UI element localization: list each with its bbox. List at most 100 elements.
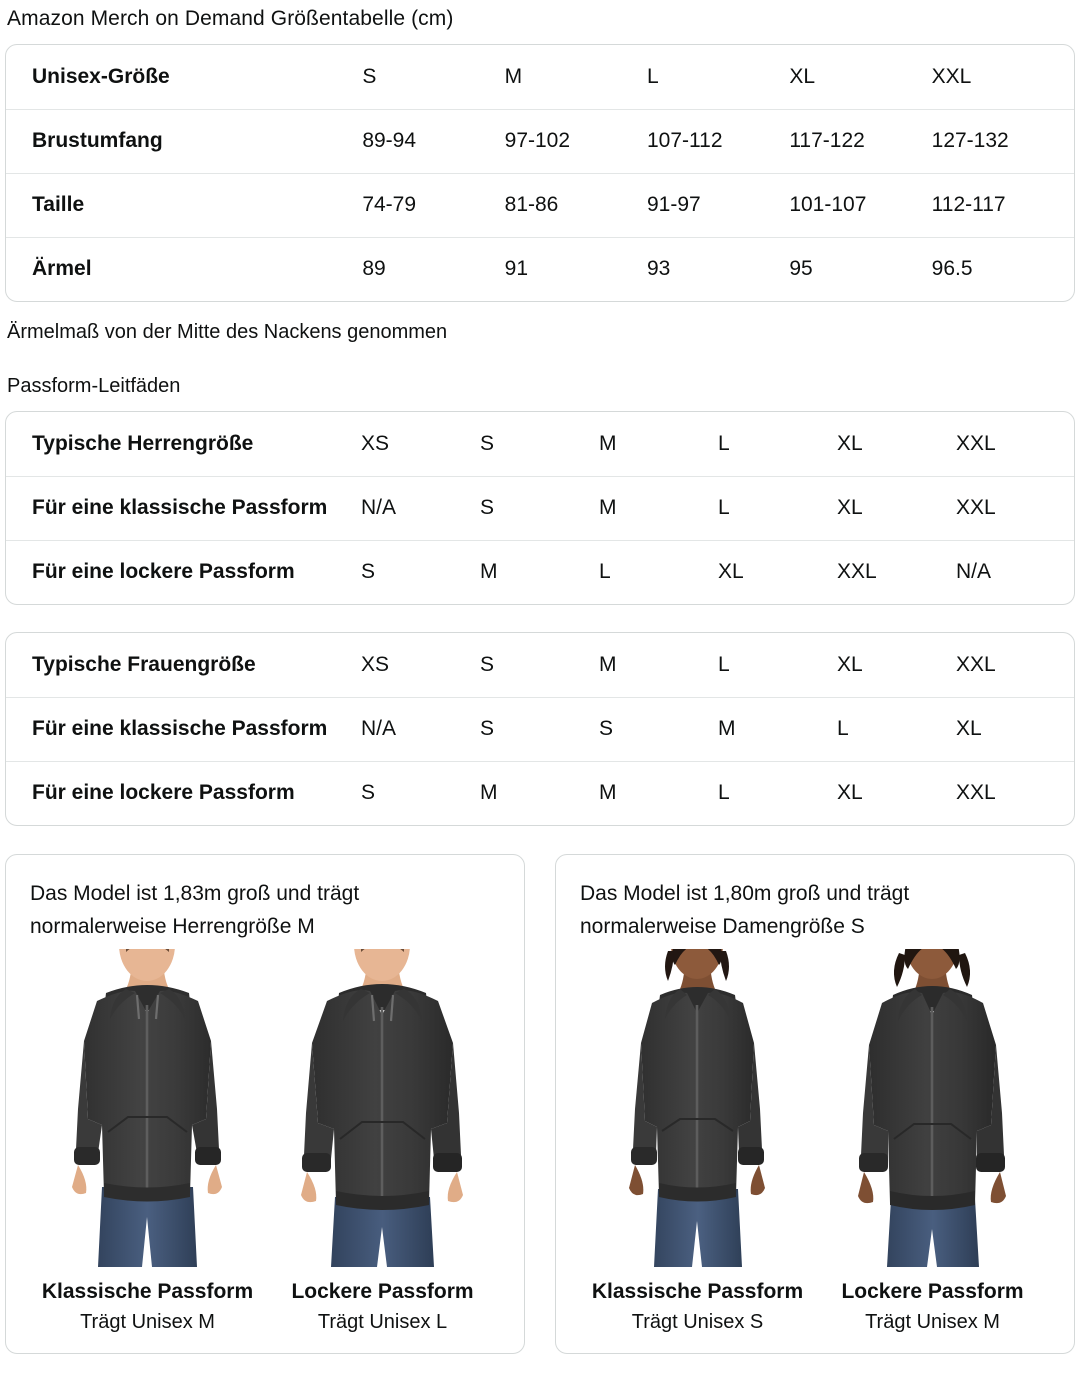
size-header-m: M [504,64,523,88]
table-row-header: Typische Herrengröße XS S M L XL XXL [6,412,1074,476]
mens-relaxed-col-6: N/A [956,539,1074,604]
female-relaxed-caption-sub: Trägt Unisex M [865,1311,1000,1333]
womens-relaxed-col-2: M [480,760,599,825]
measurement-table-body: Unisex-Größe S M L XL XXL Brustumfang 89… [6,45,1074,301]
mens-fit-guide-table: Typische Herrengröße XS S M L XL XXL Für… [6,412,1074,604]
cell-waist-xxl: 112-117 [931,172,1074,237]
womens-relaxed-col-5: XL [837,760,956,825]
female-figure-captions: Klassische Passform Trägt Unisex S Locke… [580,1277,1050,1337]
model-cards-row: Das Model ist 1,83m groß und trägt norma… [5,854,1075,1354]
table-row: Für eine klassische Passform N/A S M L X… [6,475,1074,540]
table-row: Für eine lockere Passform S M L XL XXL N… [6,539,1074,604]
female-model-figures [580,949,1050,1267]
cell-sleeve-l: 93 [646,236,790,301]
table-row: Für eine lockere Passform S M M L XL XXL [6,760,1074,825]
sleeve-measurement-note: Ärmelmaß von der Mitte des Nackens genom… [7,321,448,343]
mens-size-header-xs: XS [361,431,390,455]
mens-size-header-m: M [599,431,617,455]
male-model-description: Das Model ist 1,83m groß und trägt norma… [30,882,360,938]
womens-classic-col-3: S [599,696,718,761]
size-header-s: S [362,64,377,88]
mens-relaxed-col-5: XXL [837,539,956,604]
female-model-card: Das Model ist 1,80m groß und trägt norma… [555,854,1075,1354]
male-model-card: Das Model ist 1,83m groß und trägt norma… [5,854,525,1354]
cell-waist-xl: 101-107 [789,172,932,237]
row-label-womens-relaxed-fit: Für eine lockere Passform [6,760,361,825]
female-classic-caption: Klassische Passform Trägt Unisex S [580,1277,815,1337]
mens-size-header-l: L [718,431,730,455]
cell-sleeve-m: 91 [504,236,647,301]
womens-relaxed-col-6: XXL [956,760,1074,825]
female-relaxed-caption-title: Lockere Passform [841,1280,1024,1303]
row-label-typical-womens-size: Typische Frauengröße [32,652,256,676]
womens-classic-col-4: M [718,696,837,761]
cell-waist-l: 91-97 [646,172,790,237]
size-header-l: L [646,64,659,88]
womens-fit-guide-table: Typische Frauengröße XS S M L XL XXL Für… [6,633,1074,825]
male-classic-fit-photo [40,949,255,1267]
table-row: Brustumfang 89-94 97-102 107-112 117-122… [6,108,1074,173]
column-header-label: Unisex-Größe [32,64,170,88]
cell-chest-xl: 117-122 [789,108,932,173]
male-figure-captions: Klassische Passform Trägt Unisex M Locke… [30,1277,500,1337]
mens-classic-col-3: M [599,475,718,540]
table-row: Taille 74-79 81-86 91-97 101-107 112-117 [6,172,1074,237]
male-relaxed-caption: Lockere Passform Trägt Unisex L [265,1277,500,1337]
cell-sleeve-xxl: 96.5 [931,236,1074,301]
cell-waist-s: 74-79 [362,172,505,237]
womens-fit-guide-card: Typische Frauengröße XS S M L XL XXL Für… [5,632,1075,826]
womens-classic-col-1: N/A [361,696,480,761]
mens-classic-col-6: XXL [956,475,1074,540]
womens-classic-col-5: L [837,696,956,761]
row-label-sleeve: Ärmel [6,236,363,301]
mens-fit-table-body: Typische Herrengröße XS S M L XL XXL Für… [6,412,1074,604]
female-classic-caption-title: Klassische Passform [591,1280,804,1303]
womens-size-header-l: L [718,652,730,676]
mens-relaxed-col-1: S [361,539,480,604]
womens-relaxed-col-4: L [718,760,837,825]
womens-size-header-xs: XS [361,652,390,676]
male-relaxed-caption-title: Lockere Passform [291,1280,474,1303]
size-header-xxl: XXL [931,64,972,88]
row-label-mens-classic-fit: Für eine klassische Passform [6,475,361,540]
male-relaxed-fit-photo [275,949,490,1267]
size-header-xl: XL [789,64,815,88]
womens-size-header-xxl: XXL [956,652,996,676]
male-classic-caption-title: Klassische Passform [41,1280,254,1303]
female-model-description: Das Model ist 1,80m groß und trägt norma… [580,882,910,938]
unisex-measurement-table: Unisex-Größe S M L XL XXL Brustumfang 89… [6,45,1074,301]
male-classic-caption: Klassische Passform Trägt Unisex M [30,1277,265,1337]
male-relaxed-caption-sub: Trägt Unisex L [317,1311,448,1333]
womens-relaxed-col-1: S [361,760,480,825]
row-label-womens-classic-fit: Für eine klassische Passform [6,696,361,761]
row-label-chest: Brustumfang [6,108,363,173]
mens-classic-col-5: XL [837,475,956,540]
womens-size-header-m: M [599,652,617,676]
mens-fit-guide-card: Typische Herrengröße XS S M L XL XXL Für… [5,411,1075,605]
table-row: Ärmel 89 91 93 95 96.5 [6,236,1074,301]
female-relaxed-caption: Lockere Passform Trägt Unisex M [815,1277,1050,1337]
womens-relaxed-col-3: M [599,760,718,825]
cell-waist-m: 81-86 [504,172,647,237]
row-label-waist: Taille [6,172,363,237]
mens-size-header-xl: XL [837,431,863,455]
table-row-header: Unisex-Größe S M L XL XXL [6,45,1074,109]
mens-relaxed-col-4: XL [718,539,837,604]
male-classic-caption-sub: Trägt Unisex M [80,1311,215,1333]
page-title: Amazon Merch on Demand Größentabelle (cm… [7,7,454,30]
cell-sleeve-xl: 95 [789,236,932,301]
womens-classic-col-6: XL [956,696,1074,761]
mens-size-header-s: S [480,431,495,455]
mens-classic-col-4: L [718,475,837,540]
table-row-header: Typische Frauengröße XS S M L XL XXL [6,633,1074,697]
row-label-typical-mens-size: Typische Herrengröße [32,431,254,455]
cell-chest-l: 107-112 [646,108,790,173]
womens-size-header-xl: XL [837,652,863,676]
unisex-measurement-table-card: Unisex-Größe S M L XL XXL Brustumfang 89… [5,44,1075,302]
cell-sleeve-s: 89 [362,236,505,301]
cell-chest-xxl: 127-132 [931,108,1074,173]
cell-chest-s: 89-94 [362,108,505,173]
female-relaxed-fit-photo [825,949,1040,1267]
womens-size-header-s: S [480,652,495,676]
